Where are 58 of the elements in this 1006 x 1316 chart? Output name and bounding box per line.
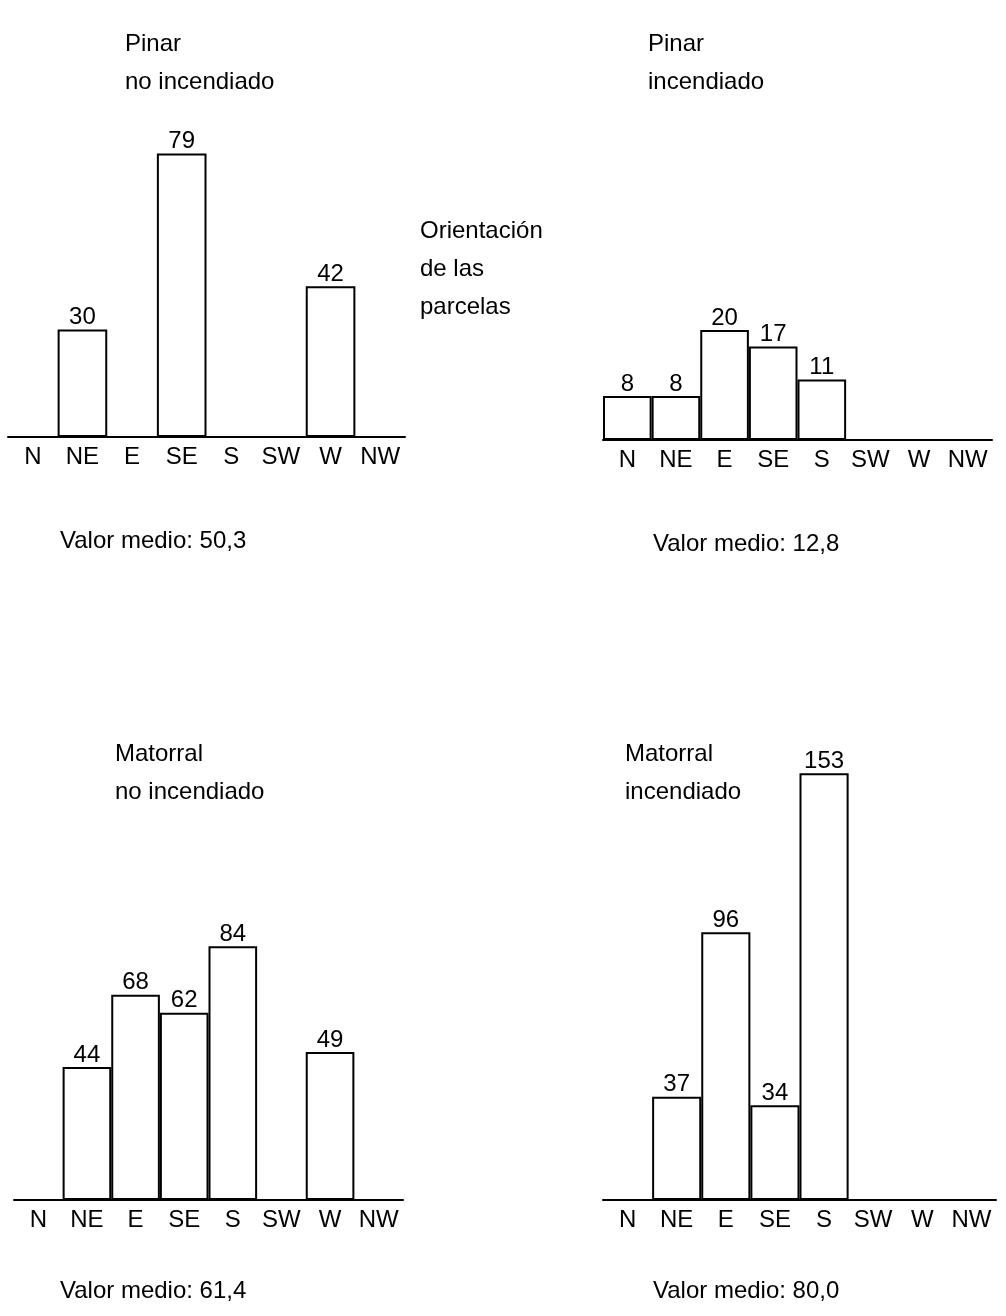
data-label: 37 [663,1069,691,1097]
x-tick-label: W [319,441,343,469]
data-label: 20 [711,302,738,330]
x-tick-label: N [618,1204,637,1232]
x-tick-label: W [907,444,931,472]
text: Valor medio: 80,0 [653,1275,840,1303]
data-label: 42 [317,258,344,286]
x-tick-label: NW [360,441,401,469]
x-tick-label: NW [358,1204,400,1232]
x-tick-label: SW [853,1204,893,1232]
text: Valor medio: 61,4 [60,1275,247,1303]
data-label: 96 [712,904,740,932]
data-label: 30 [69,301,96,329]
x-tick-label: N [618,444,636,472]
x-tick-label: W [318,1204,342,1232]
x-tick-label: N [29,1204,47,1232]
chart-title: Pinar incendiado [648,28,765,94]
x-tick-label: E [127,1204,144,1232]
data-label: 68 [122,967,149,995]
x-tick-label: SE [758,1204,791,1232]
x-tick-label: SE [757,444,790,472]
data-label: 49 [316,1024,344,1052]
x-tick-label: SE [165,441,198,469]
x-tick-label: S [813,444,830,472]
text: Valor medio: 12,8 [653,528,840,556]
x-tick-label: S [816,1204,833,1232]
x-tick-label: SW [851,444,891,472]
data-label: 79 [168,126,196,154]
text: Valor medio: 50,3 [60,525,247,553]
chart-title: Matorral no incendiado [115,738,265,804]
x-tick-label: SE [168,1204,201,1232]
text: Orientación de las parcelas [420,215,543,319]
x-tick-label: S [224,1204,241,1232]
x-tick-label: N [24,441,42,469]
x-tick-label: S [223,441,240,469]
x-tick-label: NW [947,444,989,472]
x-tick-label: SW [261,441,301,469]
x-tick-label: NW [951,1204,992,1232]
data-label: 8 [620,368,634,396]
x-tick-label: NE [65,441,100,469]
x-tick-label: E [717,1204,734,1232]
data-label: 62 [170,985,198,1013]
data-label: 17 [759,319,787,346]
x-tick-label: NE [659,444,693,472]
x-tick-label: E [124,441,141,469]
x-tick-label: E [716,444,733,472]
data-label: 34 [761,1077,789,1105]
chart-title: Pinar no incendiado [125,28,275,94]
x-tick-label: NE [70,1204,104,1232]
data-label: 44 [73,1039,101,1067]
x-tick-label: NE [660,1204,694,1232]
chart-title: Matorral incendiado [625,738,742,804]
x-tick-label: SW [262,1204,302,1232]
data-label: 153 [804,745,845,773]
x-tick-label: W [910,1204,934,1232]
data-label: 11 [809,352,835,379]
data-label: 84 [219,918,247,946]
data-label: 8 [669,368,683,396]
